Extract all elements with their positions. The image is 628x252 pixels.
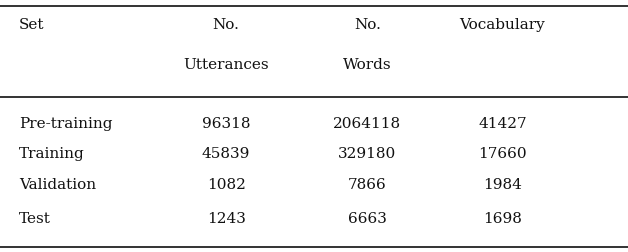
Text: 1082: 1082: [207, 178, 246, 192]
Text: Test: Test: [19, 212, 51, 226]
Text: 1984: 1984: [483, 178, 522, 192]
Text: Validation: Validation: [19, 178, 96, 192]
Text: No.: No.: [354, 18, 381, 32]
Text: Training: Training: [19, 147, 85, 162]
Text: 41427: 41427: [478, 117, 527, 131]
Text: Pre-training: Pre-training: [19, 117, 112, 131]
Text: 329180: 329180: [338, 147, 396, 162]
Text: 2064118: 2064118: [333, 117, 401, 131]
Text: No.: No.: [213, 18, 239, 32]
Text: Words: Words: [343, 58, 392, 72]
Text: 45839: 45839: [202, 147, 251, 162]
Text: 1698: 1698: [483, 212, 522, 226]
Text: Set: Set: [19, 18, 45, 32]
Text: 17660: 17660: [478, 147, 527, 162]
Text: 7866: 7866: [348, 178, 387, 192]
Text: 6663: 6663: [348, 212, 387, 226]
Text: 1243: 1243: [207, 212, 246, 226]
Text: Vocabulary: Vocabulary: [460, 18, 545, 32]
Text: Utterances: Utterances: [183, 58, 269, 72]
Text: 96318: 96318: [202, 117, 251, 131]
